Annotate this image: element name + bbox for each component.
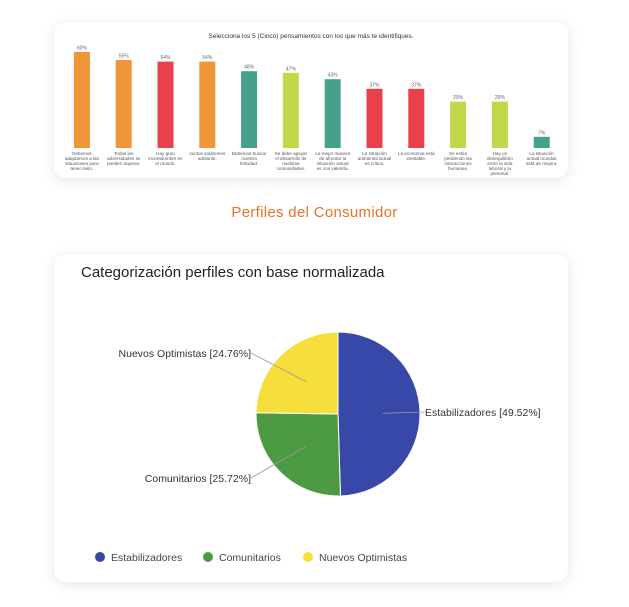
bar [366, 88, 383, 148]
pie-leader-line [250, 445, 307, 479]
bar-category-label: La situación ambiental actual es crítica. [358, 151, 391, 166]
bar-category-label: La economía está inestable. [398, 151, 435, 161]
legend-label: Estabilizadores [111, 552, 182, 564]
bar-value-label: 47% [286, 66, 297, 72]
pie-slice-label: Estabilizadores [49.52%] [425, 407, 541, 419]
legend-marker [95, 552, 105, 562]
bar [241, 71, 258, 148]
bar-category-label: Juntos saldremos adelante. [189, 151, 226, 161]
bar [450, 101, 467, 148]
bar [73, 52, 90, 148]
bar-chart: 60% Debemos adaptarnos a las situaciones pa… [65, 46, 558, 177]
bar-category-label: La mejor manera de afrontar la situación a… [315, 151, 350, 171]
pie-leader-line [383, 411, 426, 414]
bar-category-label: Se están perdiendo las interacciones humana… [444, 151, 472, 171]
bar [408, 88, 425, 148]
pie-chart-card: Categorización perfiles con base normali… [54, 254, 568, 582]
legend-label: Nuevos Optimistas [319, 552, 407, 564]
bar-value-label: 54% [202, 55, 213, 61]
pie-chart: Estabilizadores [49.52%] Comunitarios [25… [95, 331, 541, 564]
bar-value-label: 54% [160, 55, 171, 61]
legend-marker [303, 552, 313, 562]
bar-value-label: 43% [328, 73, 339, 79]
pie-slice [255, 331, 339, 415]
bar-value-label: 48% [244, 65, 255, 71]
bar-value-label: 60% [77, 46, 88, 52]
legend-marker [203, 552, 213, 562]
bar-value-label: 37% [411, 82, 422, 88]
pie-slice [255, 412, 341, 497]
pie-leader-line [250, 352, 307, 383]
bar-value-label: 37% [369, 82, 380, 88]
bar-category-label: Hay gran incertidumbre en el mundo. [148, 151, 183, 166]
bar [157, 61, 174, 148]
bar-category-label: Debemos buscar nuestra felicidad. [232, 151, 267, 166]
legend-label: Comunitarios [219, 552, 281, 564]
bar-value-label: 29% [495, 95, 506, 101]
bar-value-label: 29% [453, 95, 464, 101]
bar [282, 72, 299, 148]
bar-category-label: Todas las adversidades se pueden superar. [107, 151, 141, 166]
bar-category-label: Hay un desequilibrio entre la vida laboral … [487, 151, 513, 176]
bar [199, 61, 216, 148]
pie-slice-label: Comunitarios [25.72%] [145, 473, 251, 485]
bar-value-label: 7% [538, 130, 546, 136]
bar [324, 79, 341, 148]
pie-slice-label: Nuevos Optimistas [24.76%] [119, 348, 252, 360]
bar-value-label: 55% [119, 54, 130, 60]
bar [533, 136, 550, 148]
bar-chart-card: 60% Debemos adaptarnos a las situaciones pa… [54, 22, 568, 178]
section-heading: Perfiles del Consumidor [231, 204, 398, 221]
bar [115, 60, 132, 148]
pie-chart-title: Categorización perfiles con base normali… [81, 264, 385, 281]
bar [491, 101, 508, 148]
bar-chart-title: Selecciona los 5 (Cinco) pensamientos co… [208, 33, 414, 40]
bar-category-label: Debemos adaptarnos a las situaciones para t… [65, 151, 100, 171]
pie-slice [337, 331, 421, 497]
bar-category-label: Se debe apoyar el desarrollo de nuestras co… [275, 151, 308, 171]
bar-category-label: La situación actual mundial está de mejora… [526, 151, 558, 166]
